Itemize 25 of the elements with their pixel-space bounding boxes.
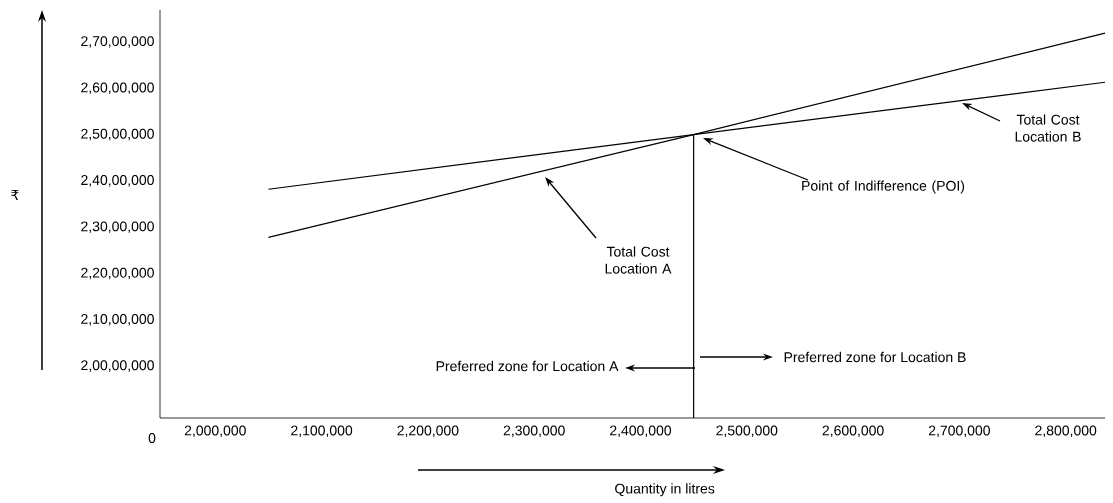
x-tick-label: 2,100,000 (291, 425, 353, 438)
x-tick-label: 2,400,000 (610, 425, 672, 438)
x-tick-label: 2,600,000 (822, 425, 884, 438)
y-tick-label: 2,70,00,000 (81, 36, 154, 48)
y-tick-label: 2,20,00,000 (81, 267, 154, 280)
y-tick-label: 2,50,00,000 (81, 128, 154, 141)
annotation: Preferred zone for Location B (784, 351, 966, 363)
annotation: Preferred zone for Location A (436, 360, 619, 372)
annotation: Total Cost Location A (605, 246, 672, 274)
y-tick-label: 2,30,00,000 (81, 221, 154, 233)
x-tick-label: 2,200,000 (397, 425, 459, 438)
x-tick-label: 2,800,000 (1035, 425, 1097, 438)
y-tick-label: 2,00,00,000 (81, 360, 154, 372)
x-tick-label: 2,000,000 (184, 425, 246, 438)
x-tick-label: 2,300,000 (503, 425, 565, 438)
annotation: Total Cost Location B (1015, 114, 1081, 142)
y-tick-label: 2,10,00,000 (81, 314, 154, 326)
x-tick-label: 2,500,000 (716, 425, 778, 438)
annotation: Point of Indifference (POI) (802, 180, 965, 194)
y-tick-label: 2,60,00,000 (81, 82, 154, 95)
y-tick-label: 2,40,00,000 (81, 175, 154, 187)
text: 0 (148, 433, 156, 443)
x-tick-label: 2,700,000 (928, 425, 990, 438)
x-axis-title: Quantity in litres (615, 483, 715, 497)
text: ₹ (11, 189, 19, 201)
